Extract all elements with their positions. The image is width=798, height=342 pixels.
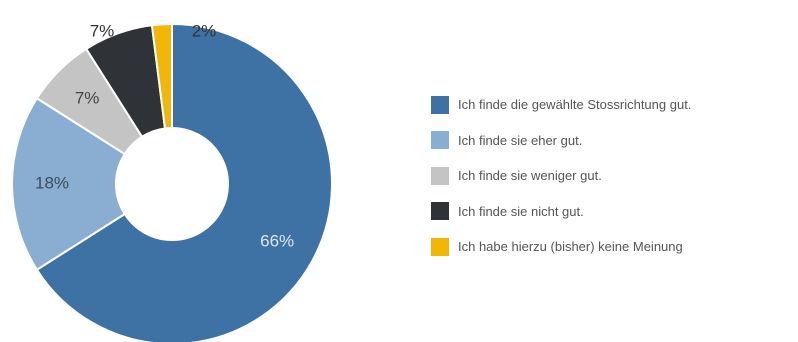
legend-label: Ich finde die gewählte Stossrichtung gut…: [458, 97, 692, 112]
slice: [150, 22, 173, 130]
legend-label: Ich habe hierzu (bisher) keine Meinung: [458, 239, 683, 254]
legend-swatch: [431, 202, 449, 220]
legend-label: Ich finde sie eher gut.: [458, 132, 583, 148]
legend-swatch: [431, 166, 449, 185]
slice-label: 66%: [260, 231, 294, 250]
slice-label: 7%: [90, 21, 115, 40]
legend-item: Ich finde sie weniger gut.: [431, 166, 691, 185]
slice: [35, 22, 333, 342]
legend-item: Ich habe hierzu (bisher) keine Meinung: [431, 237, 691, 256]
legend: Ich finde die gewählte Stossrichtung gut…: [431, 95, 691, 273]
legend-item: Ich finde die gewählte Stossrichtung gut…: [431, 95, 691, 114]
legend-item: Ich finde sie eher gut.: [431, 131, 691, 150]
legend-swatch: [431, 237, 449, 256]
slice-label: 18%: [35, 173, 69, 192]
legend-label: Ich finde sie nicht gut.: [458, 203, 584, 219]
slice: [11, 96, 127, 272]
slice-label: 2%: [192, 21, 217, 40]
legend-item: Ich finde sie nicht gut.: [431, 202, 691, 221]
legend-swatch: [431, 131, 449, 149]
slice-label: 7%: [75, 89, 100, 108]
legend-label: Ich finde sie weniger gut.: [458, 168, 602, 183]
legend-swatch: [431, 95, 449, 114]
